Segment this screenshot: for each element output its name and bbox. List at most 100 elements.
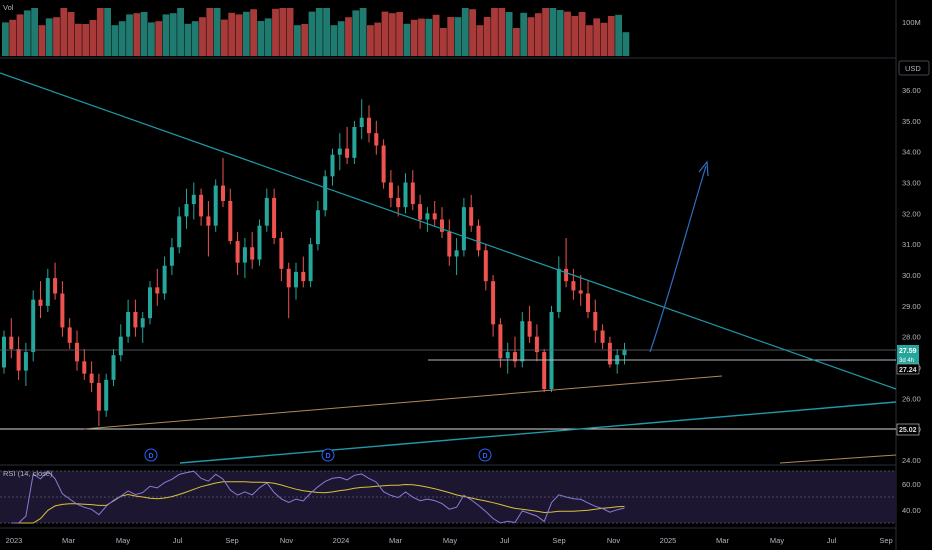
volume-bar xyxy=(301,24,309,56)
candle xyxy=(45,268,50,312)
volume-bar xyxy=(396,12,403,56)
volume-bar xyxy=(571,16,579,56)
volume-bar xyxy=(148,22,155,56)
volume-bar xyxy=(374,22,382,57)
candle xyxy=(16,336,21,380)
volume-bar xyxy=(615,14,622,57)
volume-bar xyxy=(352,10,360,56)
volume-bar xyxy=(140,12,148,56)
candle xyxy=(578,275,583,306)
volume-bar xyxy=(527,17,535,56)
candle xyxy=(513,336,517,368)
currency-selector[interactable]: USD xyxy=(898,60,930,76)
candle xyxy=(169,238,174,275)
volume-bar xyxy=(513,28,520,56)
candle xyxy=(323,170,328,217)
volume-bar xyxy=(425,18,433,56)
candle xyxy=(235,231,240,275)
volume-bar xyxy=(381,11,389,57)
volume-bar xyxy=(279,8,287,56)
candle xyxy=(140,312,145,343)
candle xyxy=(155,268,160,306)
volume-bar xyxy=(600,22,608,56)
volume-bar xyxy=(53,17,60,56)
volume-bar xyxy=(410,19,418,56)
candle xyxy=(461,197,466,257)
rsi-axis-tick: 40.00 xyxy=(902,506,921,515)
volume-bar xyxy=(520,12,528,57)
volume-bar xyxy=(75,23,82,56)
candle xyxy=(264,188,269,232)
support-price-badge: 27.24 xyxy=(896,363,920,375)
volume-bar xyxy=(607,16,615,56)
candle xyxy=(476,219,481,257)
time-axis-tick: Nov xyxy=(607,536,621,545)
volume-bar xyxy=(476,25,484,56)
volume-bar xyxy=(491,8,498,56)
volume-bar xyxy=(228,12,236,57)
time-axis-tick: 2025 xyxy=(660,536,677,545)
volume-bar xyxy=(388,13,396,56)
time-axis[interactable]: 2023 Mar May Jul Sep Nov 2024 Mar May Jul Sep Nov 20… xyxy=(6,536,893,545)
volume-bar xyxy=(556,10,564,56)
candle xyxy=(367,105,371,143)
time-axis-tick: Sep xyxy=(879,536,892,545)
candle xyxy=(272,188,277,245)
candle xyxy=(257,219,262,266)
volume-bar xyxy=(133,13,141,56)
volume-bar xyxy=(162,14,170,56)
candle xyxy=(403,173,408,214)
candle xyxy=(534,324,539,362)
price-axis-tick: 33.00 xyxy=(902,179,921,188)
projection-arrow xyxy=(649,165,707,353)
candle xyxy=(38,281,43,319)
candle xyxy=(564,238,569,288)
volume-bar xyxy=(184,23,192,56)
candle xyxy=(133,299,138,337)
volume-bar xyxy=(308,11,316,57)
candle xyxy=(184,188,189,229)
candle xyxy=(498,318,503,368)
dividend-marker[interactable]: D xyxy=(321,448,335,462)
volume-bar xyxy=(294,25,301,56)
rising-support-trendline xyxy=(83,375,723,430)
volume-bar xyxy=(286,8,294,56)
price-axis-tick: 34.00 xyxy=(902,148,921,157)
time-axis-tick: Sep xyxy=(552,536,565,545)
volume-bar xyxy=(593,18,601,56)
volume-bar xyxy=(177,8,184,56)
candle xyxy=(527,305,532,343)
bar-countdown: 3d 4h xyxy=(899,358,914,364)
volume-bar xyxy=(461,8,469,56)
ascending-channel-line xyxy=(179,401,897,464)
rsi-pane: RSI (14, close) xyxy=(0,469,896,524)
volume-bar xyxy=(221,19,228,57)
volume-bar xyxy=(9,19,17,56)
candle xyxy=(31,290,36,362)
dividend-marker[interactable]: D xyxy=(144,448,158,462)
candle xyxy=(162,256,167,300)
volume-bar xyxy=(89,20,97,56)
volume-bar xyxy=(235,14,243,56)
volume-bar xyxy=(564,11,571,57)
volume-bar xyxy=(359,8,367,56)
volume-bar xyxy=(67,12,75,56)
time-axis-tick: Jul xyxy=(827,536,837,545)
time-axis-tick: Jul xyxy=(500,536,510,545)
dividend-marker[interactable]: D xyxy=(478,448,492,462)
candle xyxy=(126,299,131,343)
volume-bar xyxy=(330,25,338,56)
volume-bar xyxy=(169,13,177,56)
volume-bar xyxy=(23,10,31,56)
candle xyxy=(454,238,459,275)
volume-bar xyxy=(31,8,38,56)
time-axis-tick: Mar xyxy=(389,536,402,545)
volume-bar xyxy=(38,25,46,56)
volume-bar xyxy=(257,21,265,56)
candle xyxy=(447,219,452,266)
candle xyxy=(352,120,357,164)
dividend-marker-label: D xyxy=(326,453,331,460)
candle xyxy=(469,194,474,232)
candle xyxy=(549,305,554,393)
